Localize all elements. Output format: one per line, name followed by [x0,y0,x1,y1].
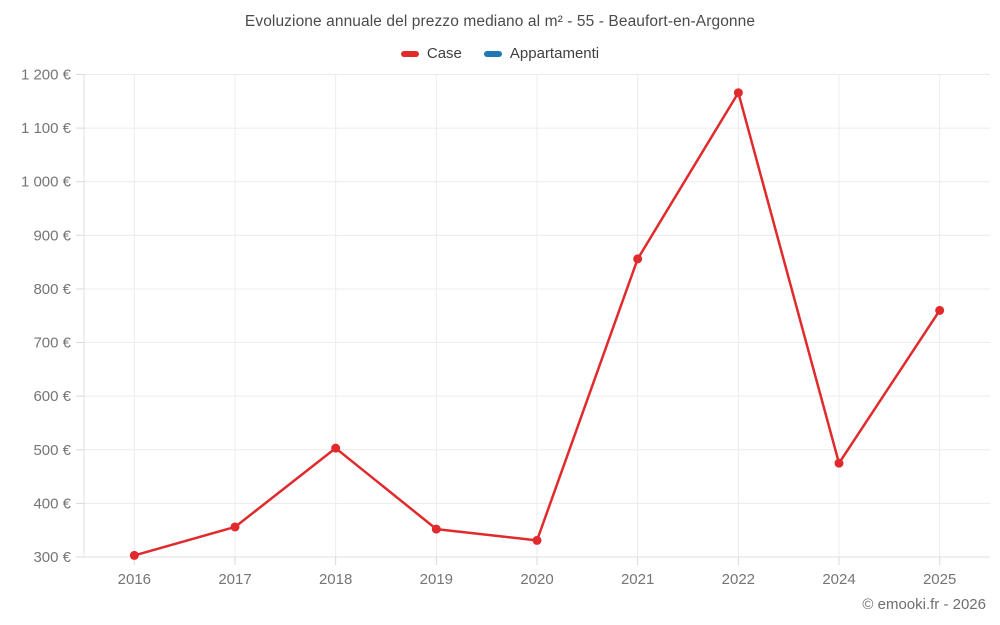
x-tick-label: 2020 [520,571,553,588]
y-tick-label: 1 100 € [21,120,72,137]
x-tick-label: 2021 [621,571,654,588]
data-point-case-2017[interactable] [230,522,240,532]
legend-label-appartamenti: Appartamenti [509,45,600,62]
case-legend-swatch-icon [400,50,419,57]
legend-item-appartamenti[interactable]: Appartamenti [483,45,600,62]
x-tick-label: 2022 [722,571,755,588]
legend-label-case: Case [426,45,462,62]
y-tick-label: 600 € [33,388,71,405]
x-tick-label: 2019 [420,571,453,588]
y-tick-label: 800 € [33,281,71,298]
y-tick-label: 1 200 € [21,67,72,84]
chart-title: Evoluzione annuale del prezzo mediano al… [244,13,756,30]
data-point-case-2020[interactable] [532,535,542,545]
y-tick-label: 700 € [33,335,71,352]
x-axis-labels: 2016 2017 2018 2019 2020 2021 2022 2024 2025 [118,571,957,588]
copyright: © emooki.fr - 2026 [862,596,986,613]
y-tick-label: 500 € [33,442,71,459]
data-point-case-2021[interactable] [633,254,643,264]
y-tick-label: 400 € [33,495,71,512]
data-point-case-2018[interactable] [331,443,341,453]
data-point-case-2019[interactable] [431,524,441,534]
x-tick-label: 2018 [319,571,352,588]
legend-item-case[interactable]: Case [400,45,462,62]
data-point-case-2024[interactable] [834,458,844,468]
axes [76,74,990,565]
y-tick-label: 900 € [33,227,71,244]
data-point-case-2025[interactable] [935,305,945,315]
x-tick-label: 2017 [218,571,251,588]
gridlines [84,74,990,557]
y-tick-label: 1 000 € [21,174,72,191]
data-point-case-2022[interactable] [733,88,743,98]
y-tick-label: 300 € [33,549,71,566]
data-point-case-2016[interactable] [129,550,139,560]
x-tick-label: 2016 [118,571,151,588]
legend: Case Appartamenti [0,45,1000,62]
y-axis-labels: 300 € 400 € 500 € 600 € 700 € 800 € 900 € 1 000… [21,67,72,567]
x-tick-label: 2025 [923,571,956,588]
x-tick-label: 2024 [822,571,855,588]
appartamenti-legend-swatch-icon [483,50,502,57]
